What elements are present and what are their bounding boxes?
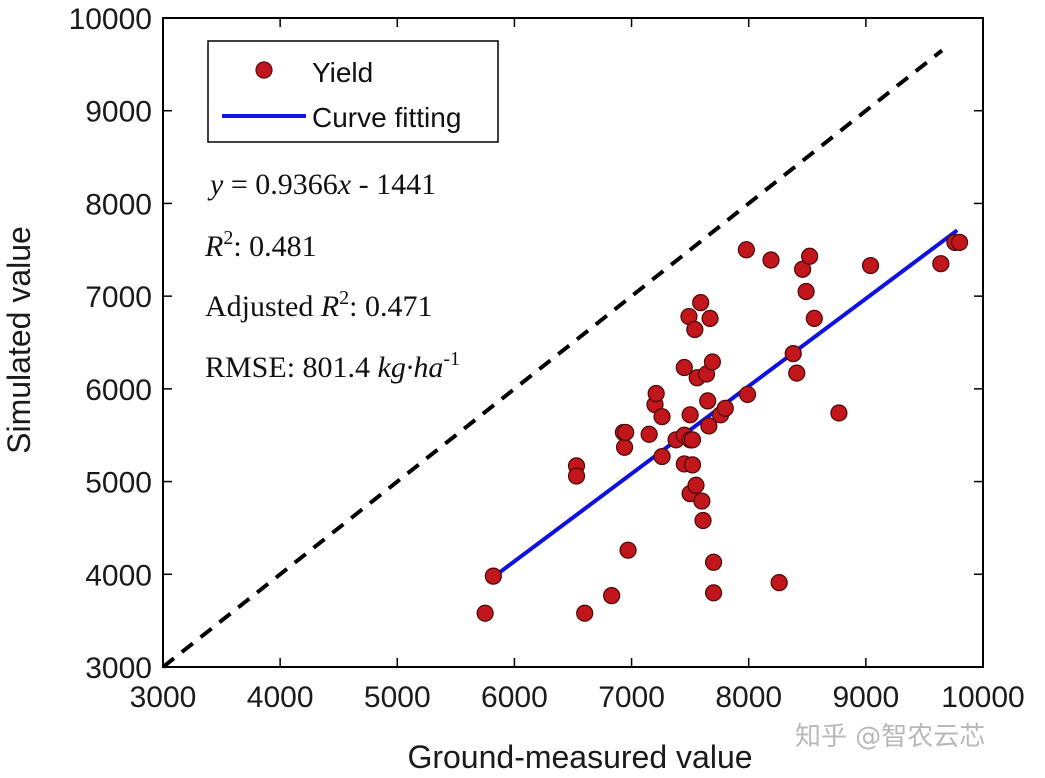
r2-r: R [204, 230, 223, 263]
r2-sup: 2 [223, 227, 233, 249]
legend-label-fit: Curve fitting [312, 102, 461, 133]
plot-area: 3000 4000 5000 6000 7000 8000 9000 10000 3000 40… [69, 3, 1025, 714]
legend-marker-yield [255, 61, 273, 79]
data-point [692, 294, 710, 312]
data-point [687, 476, 705, 494]
rmse: RMSE: 801.4 kg·ha-1 [205, 348, 460, 384]
adj-r: R [320, 290, 339, 323]
equation-eq: = 0.9366 [223, 168, 337, 201]
data-point [653, 408, 671, 426]
legend-box [207, 40, 499, 143]
y-tick-label: 10000 [69, 3, 152, 36]
x-tick-label: 9000 [832, 681, 899, 714]
data-point [703, 353, 722, 371]
watermark: 知乎 @智农云芯 [795, 722, 985, 752]
y-tick-label: 4000 [85, 559, 152, 592]
data-point [805, 309, 823, 327]
data-point [770, 574, 788, 592]
x-tick-label: 6000 [481, 681, 548, 714]
adj-text: : 0.471 [349, 290, 432, 323]
data-point [603, 587, 621, 605]
data-point [793, 260, 812, 278]
rmse-sup: -1 [443, 348, 460, 370]
data-point [675, 358, 693, 377]
data-point [617, 423, 635, 442]
adj-prefix: Adjusted [205, 290, 321, 323]
data-point [653, 447, 671, 466]
data-point [694, 511, 712, 530]
data-point [476, 604, 494, 622]
x-tick-label: 8000 [715, 681, 782, 714]
data-point [797, 282, 815, 301]
r2-text: : 0.481 [233, 230, 316, 263]
data-point [619, 541, 637, 559]
data-point [693, 492, 711, 510]
equation-y: y [207, 168, 224, 201]
adj-sup: 2 [339, 287, 349, 309]
data-point [567, 467, 586, 485]
data-point [686, 320, 704, 339]
data-point [861, 256, 880, 275]
equation-x: x [337, 168, 352, 201]
data-point [932, 255, 950, 273]
r-squared: R2: 0.481 [204, 227, 317, 263]
x-tick-label: 3000 [130, 681, 197, 714]
data-point [704, 553, 723, 571]
rmse-prefix: RMSE: 801.4 [205, 351, 378, 384]
x-axis: 3000 4000 5000 6000 7000 8000 9000 10000 [130, 18, 1025, 714]
fit-equation: y = 0.9366x - 1441 [207, 168, 436, 201]
data-point [683, 431, 702, 449]
y-tick-label: 8000 [85, 188, 152, 221]
data-point [647, 384, 665, 403]
x-tick-label: 10000 [941, 681, 1024, 714]
legend-label-yield: Yield [312, 57, 373, 88]
data-point [615, 438, 634, 456]
y-tick-label: 3000 [85, 652, 152, 685]
plot-frame [162, 17, 984, 668]
y-tick-label: 5000 [85, 467, 152, 500]
data-point [784, 345, 802, 363]
data-point [737, 241, 755, 259]
data-point [701, 309, 719, 327]
data-point [700, 417, 718, 435]
data-point [640, 425, 658, 443]
y-tick-label: 7000 [85, 281, 152, 314]
y-axis: 3000 4000 5000 6000 7000 8000 9000 10000 [69, 3, 983, 685]
data-point [683, 456, 702, 474]
y-tick-label: 6000 [85, 374, 152, 407]
one-to-one-line [161, 48, 944, 669]
data-point [801, 247, 819, 265]
y-tick-label: 9000 [85, 96, 152, 129]
data-point [576, 604, 594, 622]
x-tick-label: 4000 [247, 681, 314, 714]
data-point [788, 364, 806, 382]
data-point [484, 567, 502, 585]
y-axis-title: Simulated value [1, 226, 37, 454]
data-point [738, 385, 757, 404]
legend: Yield Curve fitting [207, 40, 499, 143]
adjusted-r-squared: Adjusted R2: 0.471 [205, 287, 433, 323]
data-point [950, 233, 969, 251]
rmse-unit: kg·ha [378, 351, 444, 384]
x-axis-title: Ground-measured value [407, 739, 752, 775]
fit-statistics: y = 0.9366x - 1441 R2: 0.481 Adjusted R2… [204, 168, 460, 384]
data-point [704, 584, 723, 602]
data-points [476, 233, 969, 622]
data-point [830, 404, 848, 422]
x-tick-label: 5000 [364, 681, 431, 714]
data-point [762, 251, 780, 269]
x-tick-label: 7000 [598, 681, 665, 714]
data-point [699, 392, 717, 410]
data-point [681, 406, 699, 424]
data-point [716, 399, 734, 417]
equation-rest: - 1441 [351, 168, 436, 201]
